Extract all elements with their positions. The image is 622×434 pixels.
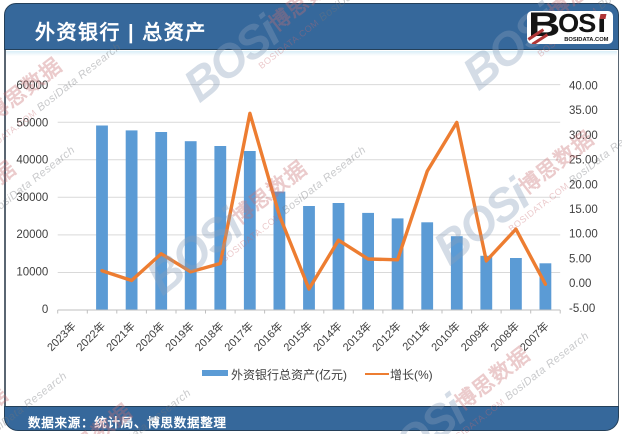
svg-text:50000: 50000 <box>16 117 48 129</box>
svg-text:2020年: 2020年 <box>133 319 168 354</box>
svg-text:2008年: 2008年 <box>487 319 522 354</box>
svg-text:40000: 40000 <box>16 155 48 167</box>
svg-text:2014年: 2014年 <box>310 319 345 354</box>
svg-text:0: 0 <box>42 304 48 316</box>
svg-text:2012年: 2012年 <box>369 319 404 354</box>
svg-text:-5.00: -5.00 <box>569 303 595 315</box>
svg-text:2021年: 2021年 <box>103 319 138 354</box>
svg-text:5.00: 5.00 <box>569 253 591 265</box>
svg-text:2015年: 2015年 <box>280 319 315 354</box>
svg-text:35.00: 35.00 <box>569 105 598 117</box>
svg-text:2018年: 2018年 <box>192 319 227 354</box>
svg-text:2016年: 2016年 <box>251 319 286 354</box>
svg-text:2019年: 2019年 <box>162 319 197 354</box>
svg-text:30000: 30000 <box>16 192 48 204</box>
svg-text:10000: 10000 <box>16 267 48 279</box>
svg-text:2022年: 2022年 <box>73 319 108 354</box>
svg-text:0.00: 0.00 <box>569 278 591 290</box>
svg-text:30.00: 30.00 <box>569 130 598 142</box>
svg-text:60000: 60000 <box>16 80 48 92</box>
svg-text:20000: 20000 <box>16 229 48 241</box>
svg-text:2011年: 2011年 <box>399 319 433 353</box>
svg-text:2007年: 2007年 <box>517 319 552 354</box>
svg-text:40.00: 40.00 <box>569 80 598 92</box>
svg-text:2017年: 2017年 <box>221 319 256 354</box>
svg-text:2023年: 2023年 <box>44 319 79 354</box>
svg-text:20.00: 20.00 <box>569 179 598 191</box>
svg-text:10.00: 10.00 <box>569 229 598 241</box>
svg-text:2010年: 2010年 <box>428 319 463 354</box>
svg-text:25.00: 25.00 <box>569 155 598 167</box>
svg-text:15.00: 15.00 <box>569 204 598 216</box>
svg-text:2013年: 2013年 <box>339 319 374 354</box>
svg-text:2009年: 2009年 <box>458 319 493 354</box>
